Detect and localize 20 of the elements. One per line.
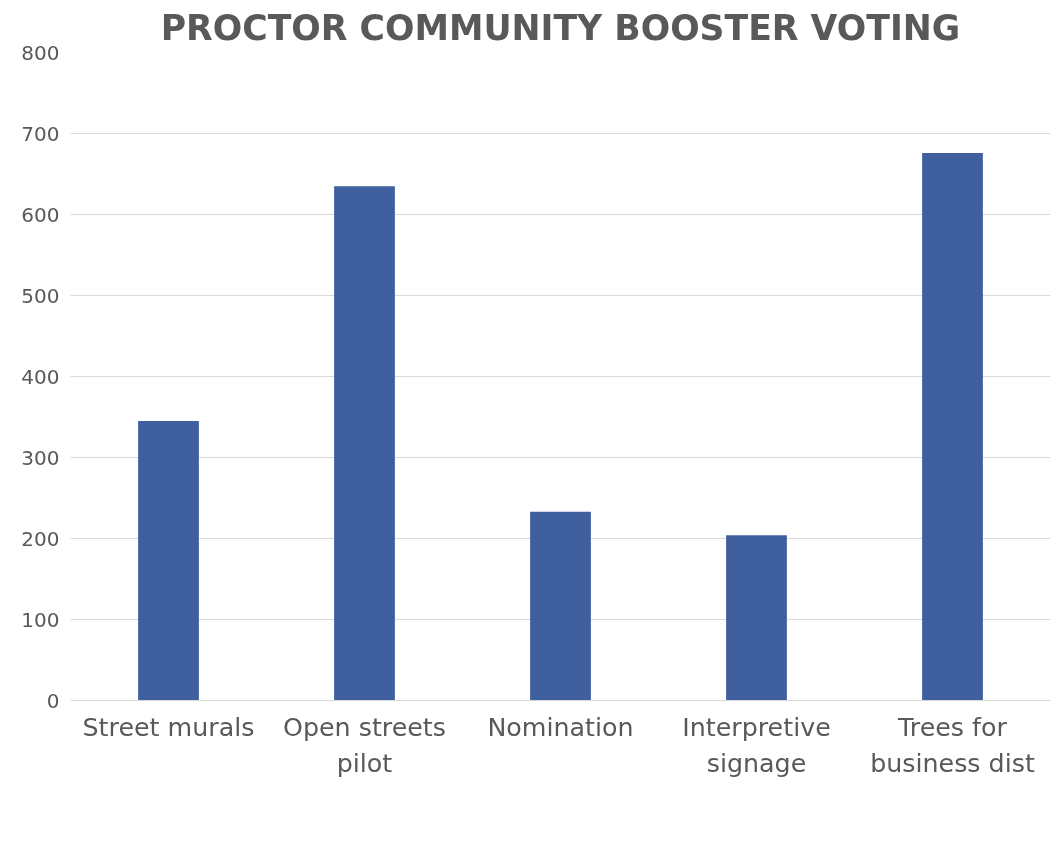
y-tick-label: 200 — [21, 526, 60, 551]
bar — [334, 186, 395, 701]
x-tick-label: Open streets pilot — [283, 711, 446, 778]
x-tick-label: Nomination — [487, 711, 634, 742]
chart-title: PROCTOR COMMUNITY BOOSTER VOTING — [160, 7, 961, 48]
y-tick-label: 300 — [21, 445, 60, 470]
y-tick-label: 600 — [21, 202, 60, 227]
bar — [138, 421, 199, 701]
y-tick-label: 700 — [21, 121, 60, 146]
x-tick-label: Trees for business dist — [870, 711, 1035, 778]
y-tick-label: 400 — [21, 364, 60, 389]
bar — [922, 152, 983, 701]
y-tick-label: 0 — [46, 688, 60, 713]
bar — [530, 511, 591, 701]
x-tick-label: Interpretive signage — [682, 711, 831, 778]
x-tick-label: Street murals — [82, 711, 255, 742]
y-tick-label: 100 — [21, 607, 60, 632]
bar — [726, 535, 787, 701]
y-tick-label: 800 — [21, 40, 60, 65]
y-tick-label: 500 — [21, 283, 60, 308]
